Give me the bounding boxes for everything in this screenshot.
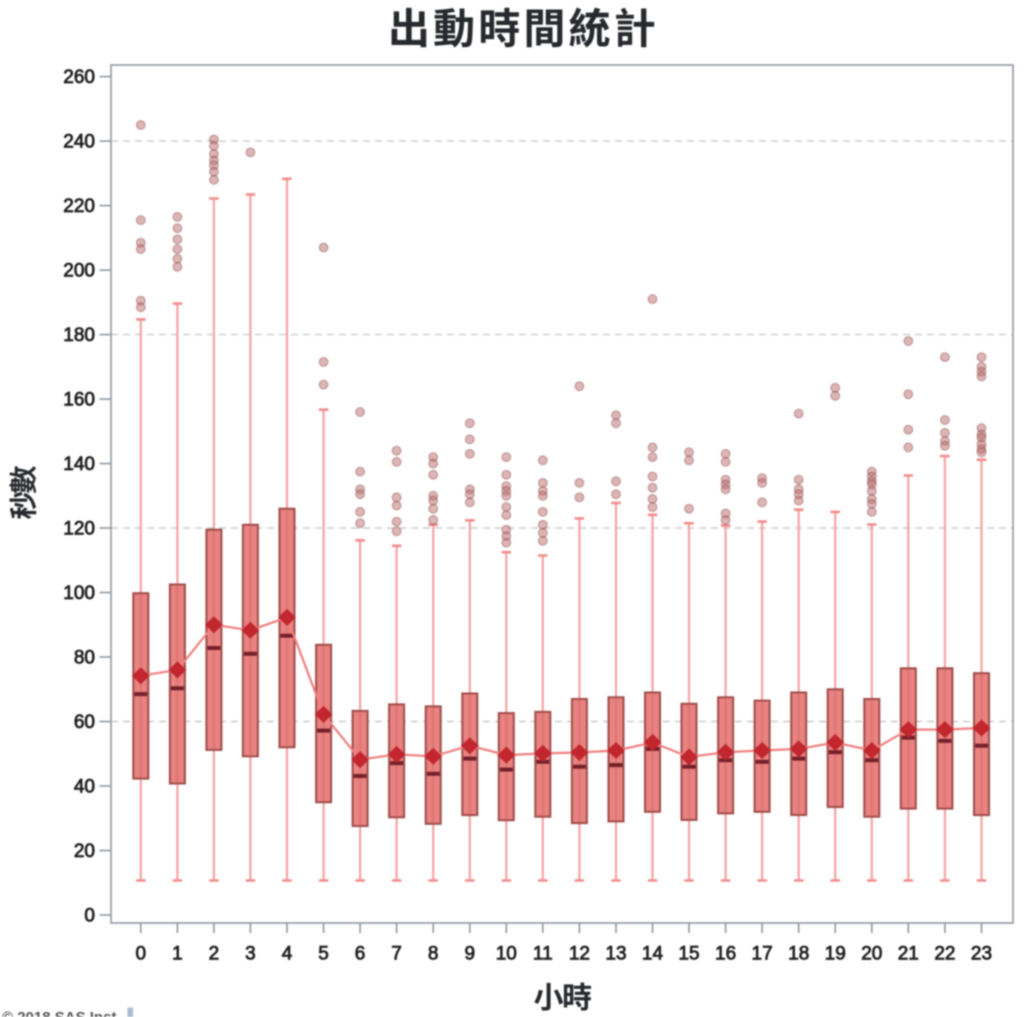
svg-text:16: 16 bbox=[715, 944, 736, 965]
svg-text:220: 220 bbox=[63, 196, 95, 217]
svg-text:© 2018 SAS Inst: © 2018 SAS Inst bbox=[2, 1009, 116, 1017]
svg-text:1: 1 bbox=[172, 944, 183, 965]
svg-text:200: 200 bbox=[63, 261, 95, 282]
svg-text:12: 12 bbox=[569, 944, 590, 965]
svg-text:60: 60 bbox=[74, 712, 95, 733]
svg-text:0: 0 bbox=[136, 944, 147, 965]
svg-text:4: 4 bbox=[282, 944, 293, 965]
svg-text:10: 10 bbox=[496, 944, 517, 965]
svg-text:5: 5 bbox=[318, 944, 329, 965]
svg-text:100: 100 bbox=[63, 583, 95, 604]
svg-text:40: 40 bbox=[74, 777, 95, 798]
svg-text:21: 21 bbox=[898, 944, 919, 965]
svg-text:260: 260 bbox=[63, 67, 95, 88]
svg-text:140: 140 bbox=[63, 454, 95, 475]
svg-text:240: 240 bbox=[63, 132, 95, 153]
svg-text:0: 0 bbox=[84, 906, 95, 927]
svg-text:2: 2 bbox=[209, 944, 220, 965]
svg-text:8: 8 bbox=[428, 944, 439, 965]
svg-text:7: 7 bbox=[391, 944, 402, 965]
svg-text:20: 20 bbox=[74, 841, 95, 862]
svg-text:11: 11 bbox=[533, 944, 553, 965]
svg-text:13: 13 bbox=[605, 944, 626, 965]
svg-text:23: 23 bbox=[971, 944, 992, 965]
svg-text:180: 180 bbox=[63, 325, 95, 346]
svg-text:9: 9 bbox=[465, 944, 476, 965]
svg-text:120: 120 bbox=[63, 519, 95, 540]
svg-text:6: 6 bbox=[355, 944, 366, 965]
svg-text:19: 19 bbox=[825, 944, 846, 965]
svg-text:18: 18 bbox=[788, 944, 809, 965]
svg-text:80: 80 bbox=[74, 648, 95, 669]
svg-text:15: 15 bbox=[678, 944, 699, 965]
svg-text:20: 20 bbox=[861, 944, 882, 965]
svg-text:3: 3 bbox=[245, 944, 256, 965]
svg-text:160: 160 bbox=[63, 390, 95, 411]
svg-text:22: 22 bbox=[934, 944, 955, 965]
svg-text:17: 17 bbox=[752, 944, 773, 965]
svg-text:14: 14 bbox=[642, 944, 664, 965]
